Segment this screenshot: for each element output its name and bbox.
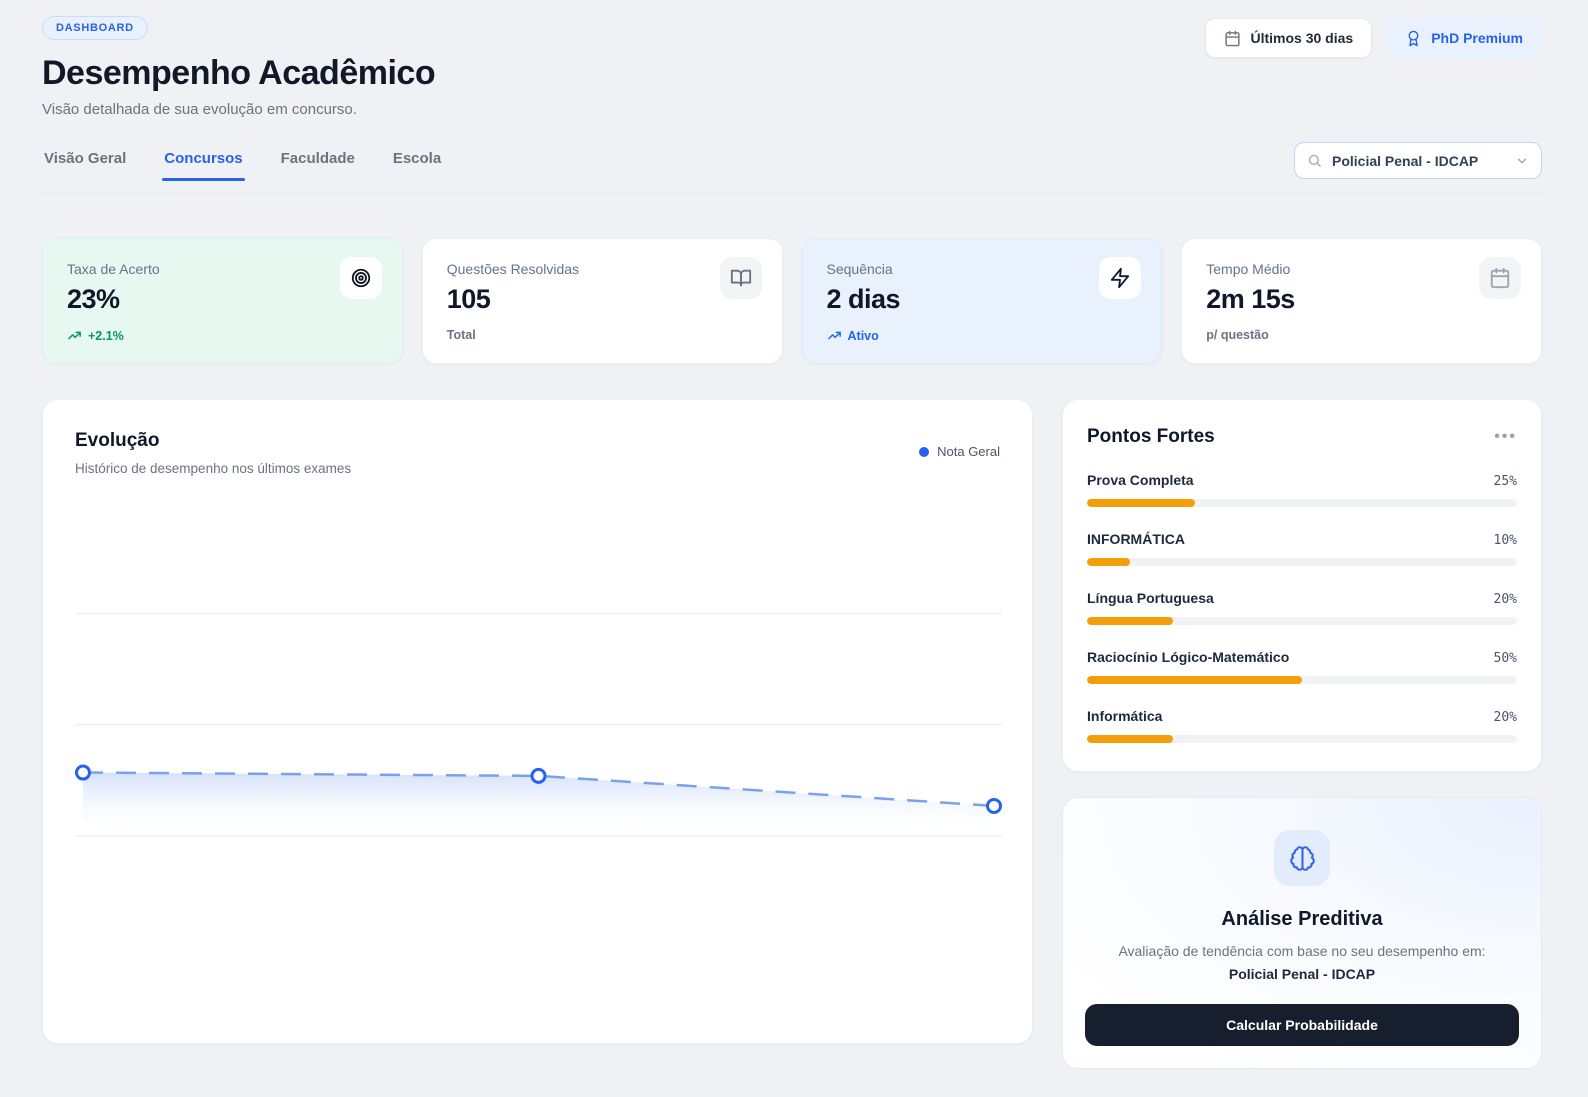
predictive-description: Avaliação de tendência com base no seu d… [1118,943,1486,959]
stat-label: Taxa de Acerto [67,261,160,277]
award-icon [1405,30,1422,47]
header-actions: Últimos 30 dias PhD Premium [1205,16,1542,58]
strength-item-lingua-portuguesa: Língua Portuguesa 20% [1087,590,1517,625]
strengths-title: Pontos Fortes [1087,426,1215,447]
search-icon [1307,153,1322,168]
strength-item-raciocinio-logico: Raciocínio Lógico-Matemático 50% [1087,649,1517,684]
stat-label: Questões Resolvidas [446,261,580,277]
dashboard-badge: DASHBOARD [42,16,148,40]
strength-label: Prova Completa [1087,472,1194,488]
evolution-titles: Evolução Histórico de desempenho nos últ… [75,430,351,476]
strength-percent: 10% [1493,533,1517,548]
page-subtitle: Visão detalhada de sua evolução em concu… [42,101,357,118]
brain-icon [1274,830,1330,886]
progress-bar [1087,558,1517,566]
exam-select-value: Policial Penal - IDCAP [1332,152,1479,169]
strength-label: Informática [1087,708,1163,724]
evolution-card: Evolução Histórico de desempenho nos últ… [42,399,1033,1044]
period-button[interactable]: Últimos 30 dias [1205,18,1373,58]
right-column: Pontos Fortes ••• Prova Completa 25% INF… [1062,399,1542,1069]
predictive-card: Análise Preditiva Avaliação de tendência… [1062,797,1542,1069]
evolution-title: Evolução [75,430,160,451]
premium-button[interactable]: PhD Premium [1386,18,1542,58]
evolution-chart[interactable] [75,502,1002,850]
header-left: DASHBOARD Desempenho Acadêmico Visão det… [42,16,436,118]
page-header: DASHBOARD Desempenho Acadêmico Visão det… [42,16,1542,118]
legend-dot-icon [919,446,930,457]
evolution-chart-area [75,502,1002,850]
chevron-down-icon [1515,154,1529,168]
tabs-row: Visão Geral Concursos Faculdade Escola P… [42,142,1542,194]
stat-value: 23% [67,284,120,314]
evolution-header: Evolução Histórico de desempenho nos últ… [75,430,1000,476]
trending-up-icon [827,328,842,343]
stat-cards: Taxa de Acerto 23% +2.1% Questões Resolv… [42,238,1542,364]
stat-label: Tempo Médio [1206,261,1291,277]
predictive-title: Análise Preditiva [1221,908,1383,930]
progress-bar [1087,676,1517,684]
strength-label: INFORMÁTICA [1087,531,1185,547]
evolution-subtitle: Histórico de desempenho nos últimos exam… [75,461,352,476]
period-button-label: Últimos 30 dias [1250,30,1354,46]
tab-visao-geral[interactable]: Visão Geral [44,150,127,167]
page-title: Desempenho Acadêmico [42,54,436,92]
stat-card-questoes-resolvidas: Questões Resolvidas 105 Total [421,238,783,364]
strength-percent: 20% [1493,592,1517,607]
target-icon [339,257,382,299]
strength-percent: 20% [1493,710,1517,725]
tab-concursos[interactable]: Concursos [162,146,246,181]
stat-value: 105 [446,284,491,314]
zap-icon [1099,257,1142,299]
stat-trend: +2.1% [67,328,378,343]
tabs: Visão Geral Concursos Faculdade Escola [42,146,443,181]
stat-card-taxa-de-acerto: Taxa de Acerto 23% +2.1% [42,238,403,364]
stat-value: 2 dias [826,284,901,314]
strength-label: Língua Portuguesa [1087,590,1214,606]
predictive-exam: Policial Penal - IDCAP [1228,966,1376,982]
calendar-icon [1224,30,1241,47]
strengths-header: Pontos Fortes ••• [1087,426,1517,448]
stat-label: Sequência [826,261,893,277]
trending-up-icon [67,328,82,343]
progress-bar [1087,735,1517,743]
progress-bar [1087,617,1517,625]
chart-legend: Nota Geral [919,430,1000,459]
calendar-icon [1479,257,1521,299]
stat-sub: p/ questão [1206,328,1269,342]
calculate-probability-button[interactable]: Calcular Probabilidade [1085,1004,1519,1046]
progress-bar [1087,499,1517,507]
strength-percent: 50% [1493,651,1517,666]
stat-value: 2m 15s [1206,284,1295,314]
stat-trend-label: +2.1% [88,328,124,343]
book-open-icon [719,257,762,299]
stat-card-sequencia: Sequência 2 dias Ativo [801,238,1163,364]
strength-item-prova-completa: Prova Completa 25% [1087,472,1517,507]
strength-item-informatica: Informática 20% [1087,708,1517,743]
strength-percent: 25% [1493,474,1517,489]
stat-card-tempo-medio: Tempo Médio 2m 15s p/ questão [1181,238,1542,364]
tab-escola[interactable]: Escola [392,150,442,167]
tab-faculdade[interactable]: Faculdade [280,150,355,167]
more-options-icon[interactable]: ••• [1494,428,1517,445]
stat-trend-label: Ativo [847,328,879,343]
main-content: Evolução Histórico de desempenho nos últ… [42,399,1542,1069]
stat-sub: Total [446,328,476,342]
premium-button-label: PhD Premium [1431,30,1523,46]
strength-label: Raciocínio Lógico-Matemático [1087,649,1290,665]
legend-label: Nota Geral [937,444,1000,459]
strength-item-informatica-caps: INFORMÁTICA 10% [1087,531,1517,566]
strengths-card: Pontos Fortes ••• Prova Completa 25% INF… [1062,399,1542,772]
exam-select[interactable]: Policial Penal - IDCAP [1294,142,1542,179]
stat-trend: Ativo [827,328,1138,343]
